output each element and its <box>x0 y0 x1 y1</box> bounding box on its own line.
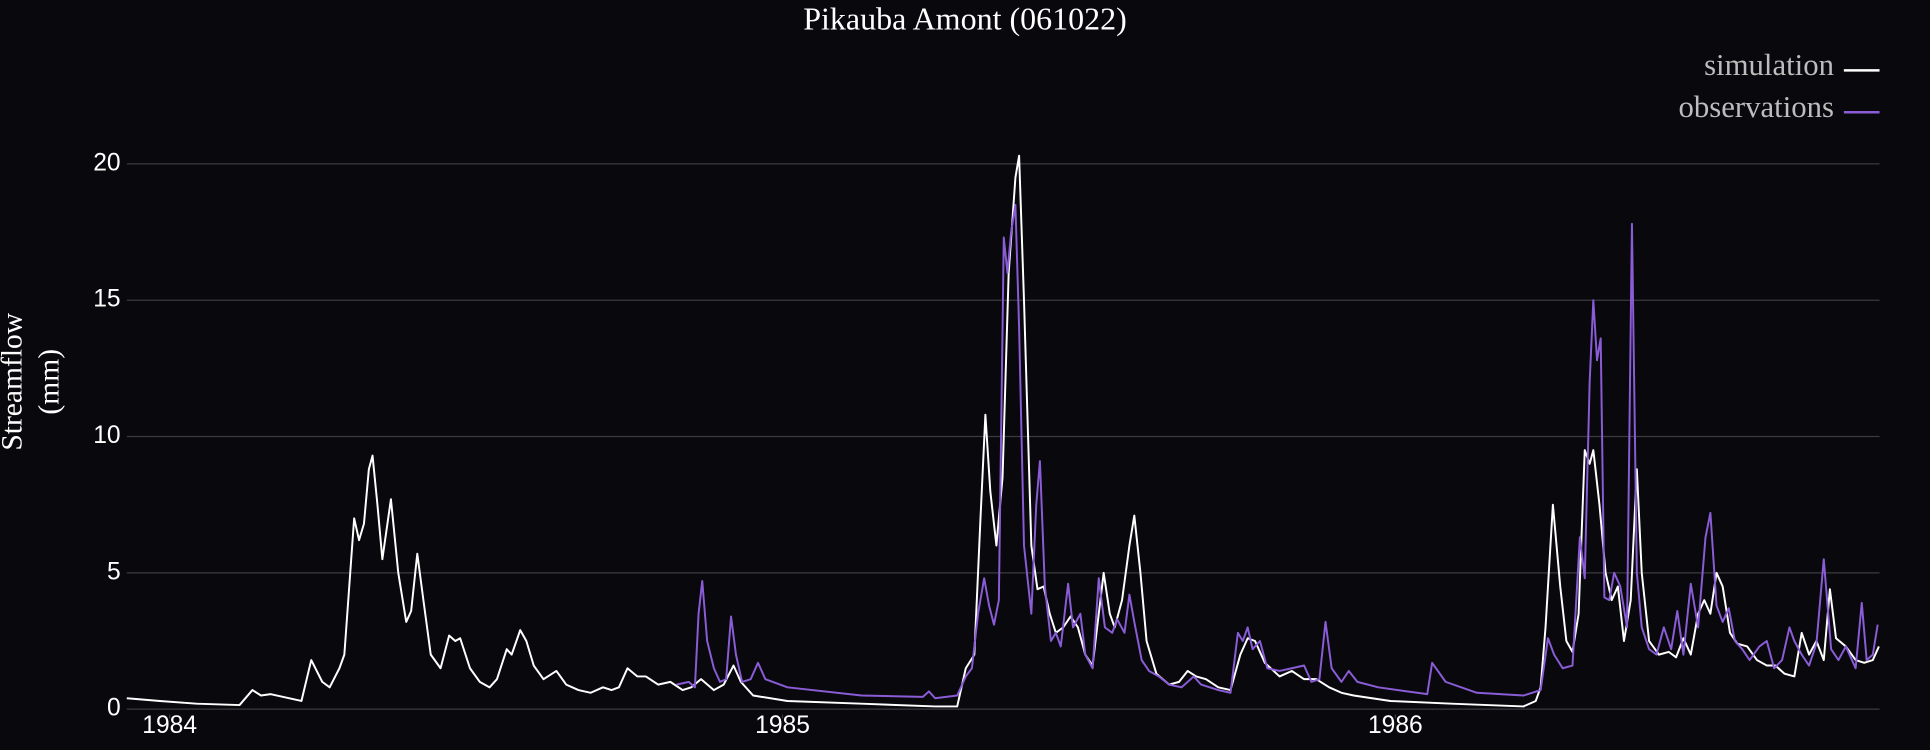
y-tick-label: 15 <box>93 286 120 313</box>
series-line <box>676 203 1879 700</box>
x-tick-label: 1984 <box>142 712 197 739</box>
y-tick-label: 20 <box>93 149 120 176</box>
y-tick-label: 10 <box>93 422 120 449</box>
y-axis-label: (mm) <box>33 349 65 415</box>
legend-label: simulation <box>1704 48 1834 82</box>
x-tick-label: 1985 <box>755 712 810 739</box>
y-tick-label: 0 <box>107 695 121 722</box>
y-tick-label: 5 <box>107 558 121 585</box>
x-tick-label: 1986 <box>1368 712 1423 739</box>
series-line <box>126 154 1880 708</box>
legend-label: observations <box>1678 90 1834 124</box>
y-axis-label: Streamflow <box>0 312 29 450</box>
chart-title: Pikauba Amont (061022) <box>803 1 1127 37</box>
